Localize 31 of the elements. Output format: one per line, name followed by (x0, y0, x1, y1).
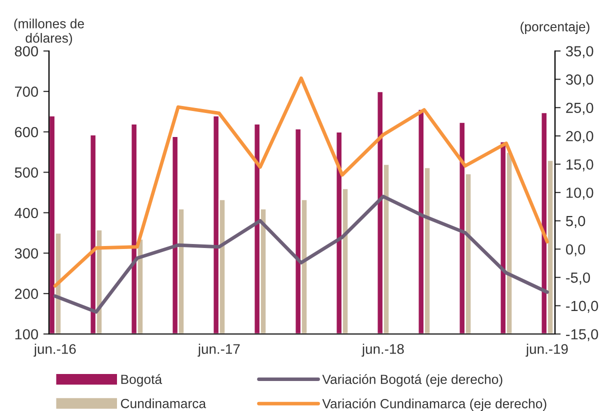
legend-label: Variación Cundinamarca (eje derecho) (322, 398, 546, 411)
y-axis-title: (millones de dólares) (14, 18, 84, 46)
y2-tick-label: 25,0 (566, 102, 594, 115)
y2-tick-label: 0,0 (566, 244, 586, 256)
y2-tick-label: 30,0 (566, 74, 594, 86)
y2-tick-label: 10,0 (566, 188, 594, 200)
y2-tick-label: 20,0 (566, 131, 594, 144)
y-tick-label: 600 (14, 126, 38, 138)
legend-label: Variación Bogotá (eje derecho) (322, 374, 502, 387)
y2-tick-label: -5,0 (566, 272, 590, 285)
y-tick-label: 400 (14, 208, 38, 218)
y-tick-label: 800 (14, 46, 38, 56)
x-tick-label: jun.-16 (34, 344, 76, 357)
line-series (53, 76, 549, 288)
y-tick-label: 300 (14, 248, 38, 259)
y2-tick-label: -15,0 (566, 329, 598, 342)
y2-tick-label: 35,0 (566, 46, 594, 58)
y-tick-label: 500 (14, 167, 38, 178)
y2-axis-title: (porcentaje) (520, 22, 590, 34)
legend-label: Cundinamarca (120, 398, 206, 408)
y-tick-label: 700 (15, 86, 38, 97)
line-series (53, 194, 549, 314)
x-tick-label: jun.-17 (198, 344, 240, 357)
x-tick-label: jun.-18 (362, 344, 404, 357)
y-tick-label: 200 (14, 288, 38, 299)
legend-label: Bogotá (121, 374, 162, 387)
y2-tick-label: -10,0 (566, 300, 598, 313)
y-tick-label: 100 (15, 329, 38, 340)
y2-tick-label: 5,0 (566, 216, 586, 228)
x-tick-label: jun.-19 (526, 344, 568, 357)
y2-tick-label: 15,0 (566, 159, 594, 172)
